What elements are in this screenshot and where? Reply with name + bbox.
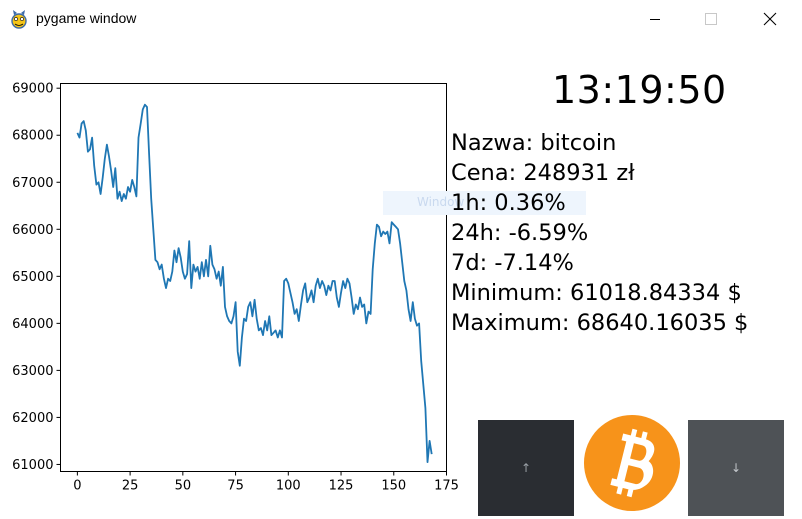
close-icon (763, 12, 777, 26)
change-7d: 7d: -7.14% (451, 250, 574, 276)
plot-frame (60, 83, 447, 472)
x-tick-label: 125 (329, 479, 354, 494)
y-tick-label: 68000 (12, 129, 53, 144)
x-tick-label: 150 (381, 479, 406, 494)
y-tick-label: 67000 (12, 176, 53, 191)
x-tick-label: 25 (122, 479, 139, 494)
coin-name: Nazwa: bitcoin (451, 130, 617, 156)
x-tick-label: 0 (73, 479, 81, 494)
maximize-icon (705, 13, 717, 25)
ghost-overlay: Window (383, 191, 586, 215)
price-chart: 61000 62000 63000 64000 65000 66000 67000 68000… (12, 82, 459, 494)
y-tick-label: 69000 (12, 82, 53, 97)
maximize-button[interactable] (688, 0, 734, 38)
minimum-price: Minimum: 61018.84334 $ (451, 280, 742, 306)
arrow-down-icon: ↓ (730, 461, 742, 475)
close-button[interactable] (747, 0, 793, 38)
x-tick-label: 175 (434, 479, 459, 494)
next-coin-button[interactable]: ↓ (688, 420, 784, 516)
arrow-up-icon: ↑ (520, 461, 532, 475)
x-tick-label: 100 (276, 479, 301, 494)
minimize-button[interactable] (632, 0, 678, 38)
maximum-price: Maximum: 68640.16035 $ (451, 310, 749, 336)
previous-coin-button[interactable]: ↑ (478, 420, 574, 516)
change-24h: 24h: -6.59% (451, 220, 589, 246)
window-title: pygame window (36, 10, 137, 26)
y-tick-label: 66000 (12, 223, 53, 238)
ghost-overlay-text: Window (417, 195, 465, 209)
x-tick-label: 75 (227, 479, 244, 494)
clock: 13:19:50 (552, 68, 727, 112)
x-tick-label: 50 (175, 479, 192, 494)
price-line (76, 103, 433, 463)
y-tick-label: 65000 (12, 270, 53, 285)
bitcoin-logo-icon (583, 414, 681, 512)
y-tick-label: 61000 (12, 458, 53, 473)
coin-price: Cena: 248931 zł (451, 160, 635, 186)
pygame-snake-icon (11, 10, 27, 29)
y-tick-label: 63000 (12, 364, 53, 379)
y-tick-label: 64000 (12, 317, 53, 332)
title-bar: pygame window (0, 0, 802, 38)
coin-info: Nazwa: bitcoin Cena: 248931 zł 1h: 0.36%… (451, 128, 748, 338)
minimize-icon (650, 19, 660, 20)
y-tick-label: 62000 (12, 411, 53, 426)
change-1h: 1h: 0.36% (451, 190, 566, 216)
